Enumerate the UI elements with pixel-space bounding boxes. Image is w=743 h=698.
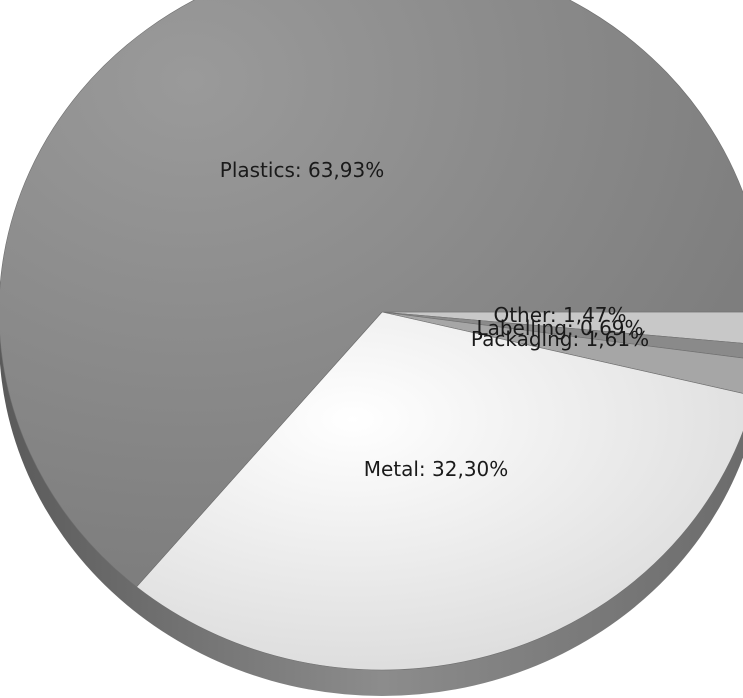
slice-label-other: Other: 1,47%	[493, 303, 626, 327]
slice-label-metal: Metal: 32,30%	[364, 457, 509, 481]
slice-label-labelling: Labelling: 0,69%	[476, 316, 643, 340]
pie-slice-other	[381, 311, 743, 344]
pie-slices	[0, 0, 743, 671]
slice-label-packaging: Packaging: 1,61%	[471, 327, 649, 351]
slice-label-plastics: Plastics: 63,93%	[220, 158, 384, 182]
pie-slice-packaging	[381, 311, 743, 394]
pie-labels: Other: 1,47%Labelling: 0,69%Packaging: 1…	[220, 158, 649, 481]
pie-slice-metal	[136, 311, 743, 671]
pie-slice-plastics	[0, 0, 743, 588]
